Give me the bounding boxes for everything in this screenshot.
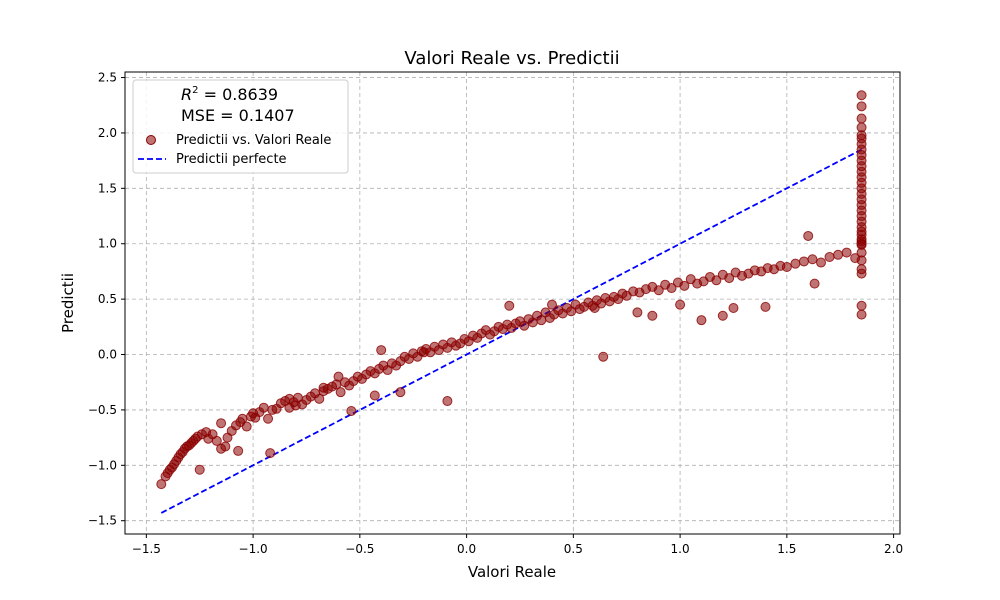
data-point [395, 387, 406, 398]
y-tick-label: 1.5 [98, 181, 117, 195]
y-tick-label: 1.0 [98, 237, 117, 251]
ideal-line-layer [160, 148, 862, 514]
data-point [241, 421, 252, 432]
data-point [856, 113, 867, 124]
legend-line-label: Predictii perfecte [176, 152, 287, 167]
data-point [856, 122, 867, 133]
data-point [781, 261, 792, 272]
x-tick-label: 0.0 [457, 542, 476, 556]
legend-box [132, 79, 349, 174]
data-point [369, 390, 380, 401]
r2-value: = 0.8639 [199, 85, 279, 104]
ideal-prediction-line [160, 148, 862, 514]
data-point [675, 299, 686, 310]
y-tick-label: 0.0 [98, 348, 117, 362]
data-point [265, 448, 276, 459]
data-point [728, 302, 739, 313]
data-point [598, 351, 609, 362]
data-point [824, 252, 835, 263]
y-tick-label: −1.0 [88, 458, 117, 472]
data-point [856, 309, 867, 320]
data-point [504, 300, 515, 311]
mse-stat: MSE = 0.1407 [181, 106, 295, 125]
legend-points-marker [146, 135, 156, 145]
data-point [807, 254, 818, 265]
data-point [717, 310, 728, 321]
r2-stat: R2 = 0.8639 [181, 85, 278, 104]
data-point [263, 413, 274, 424]
legend: R2 = 0.8639 MSE = 0.1407 Predictii vs. V… [132, 79, 349, 174]
x-tick-label: 2.0 [884, 542, 903, 556]
x-tick-label: 1.0 [671, 542, 690, 556]
data-point [258, 402, 269, 413]
data-point [809, 278, 820, 289]
r2-exponent: 2 [192, 85, 198, 96]
y-axis-label: Predictii [59, 273, 77, 333]
y-tick-label: 0.5 [98, 292, 117, 306]
r2-symbol: R [181, 85, 192, 104]
data-point [589, 302, 600, 313]
data-point [679, 280, 690, 291]
data-point [290, 400, 301, 411]
data-point [653, 285, 664, 296]
data-point [233, 445, 244, 456]
x-tick-label: 1.5 [777, 542, 796, 556]
data-point [335, 387, 346, 398]
data-point [856, 236, 867, 247]
data-point [833, 249, 844, 260]
data-point [856, 90, 867, 101]
data-point [803, 230, 814, 241]
data-point [856, 101, 867, 112]
x-tick-label: −1.5 [132, 542, 161, 556]
chart-title: Valori Reale vs. Predictii [404, 48, 619, 69]
x-tick-label: −1.0 [239, 542, 268, 556]
data-point [666, 283, 677, 294]
data-point [346, 406, 357, 417]
data-point [632, 307, 643, 318]
data-point [790, 258, 801, 269]
y-axis: −1.5 −1.0 −0.5 0.0 0.5 1.0 1.5 2.0 2.5 [88, 71, 125, 528]
x-tick-label: −0.5 [345, 542, 374, 556]
y-tick-label: 2.5 [98, 71, 117, 85]
data-point [216, 418, 227, 429]
y-tick-label: −1.5 [88, 514, 117, 528]
data-point [376, 345, 387, 356]
data-point [816, 257, 827, 268]
data-point [156, 479, 167, 490]
data-point [724, 273, 735, 284]
data-points [156, 90, 867, 490]
data-point [760, 301, 771, 312]
data-point [856, 264, 867, 275]
x-tick-label: 0.5 [564, 542, 583, 556]
data-point [314, 393, 325, 404]
data-point [194, 464, 205, 475]
data-point [696, 315, 707, 326]
data-point [856, 300, 867, 311]
legend-points-label: Predictii vs. Valori Reale [176, 133, 331, 148]
data-point [220, 441, 231, 452]
x-axis: −1.5 −1.0 −0.5 0.0 0.5 1.0 1.5 2.0 [132, 534, 903, 556]
x-axis-label: Valori Reale [468, 563, 556, 581]
data-point [711, 275, 722, 286]
data-point [318, 382, 329, 393]
plot-area-frame [124, 71, 901, 535]
data-point [841, 247, 852, 258]
data-point [546, 299, 557, 310]
data-point [211, 435, 222, 446]
data-point [442, 396, 453, 407]
y-tick-label: 2.0 [98, 126, 117, 140]
data-point [333, 371, 344, 382]
data-point [647, 310, 658, 321]
grid-lines [125, 72, 900, 534]
data-point [248, 408, 259, 419]
data-point [798, 256, 809, 267]
y-tick-label: −0.5 [88, 403, 117, 417]
data-point [418, 347, 429, 358]
